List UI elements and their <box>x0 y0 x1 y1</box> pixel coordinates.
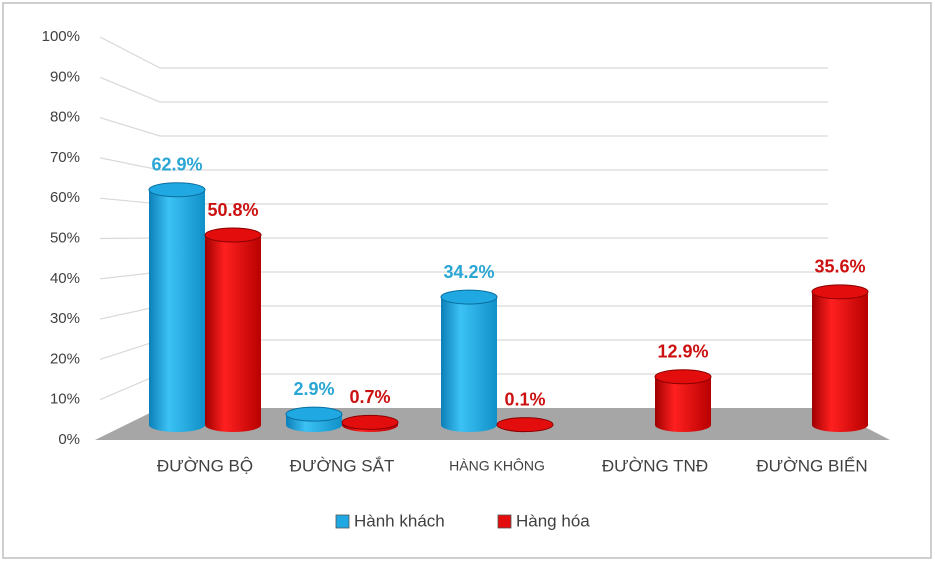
y-tick-label: 40% <box>50 270 80 287</box>
y-tick-label: 90% <box>50 68 80 85</box>
bar-top <box>654 369 712 385</box>
x-tick-label: HÀNG KHÔNG <box>449 458 545 474</box>
data-label: 62.9% <box>151 155 202 175</box>
bar-top <box>285 406 343 422</box>
bar-body <box>205 235 261 425</box>
x-tick-label: ĐƯỜNG TNĐ <box>602 456 708 475</box>
grid-line <box>99 157 828 171</box>
data-label: 50.8% <box>207 200 258 220</box>
data-label: 0.7% <box>349 387 390 407</box>
y-tick-label: 100% <box>42 28 80 45</box>
bar <box>440 289 498 432</box>
grid-line <box>99 117 828 137</box>
bar-body <box>441 297 497 425</box>
bar <box>341 414 399 432</box>
bar <box>654 369 712 432</box>
x-tick-label: ĐƯỜNG BỘ <box>157 456 253 475</box>
bar-top <box>440 289 498 305</box>
bar <box>148 182 206 432</box>
legend-label: Hành khách <box>354 511 445 530</box>
grid-line <box>99 36 828 69</box>
y-tick-label: 80% <box>50 109 80 126</box>
y-tick-label: 70% <box>50 149 80 166</box>
y-tick-label: 10% <box>50 391 80 408</box>
bar <box>496 417 554 433</box>
bar-top <box>204 227 262 243</box>
bar-top <box>341 414 399 430</box>
bar-top <box>811 284 869 300</box>
y-tick-label: 20% <box>50 350 80 367</box>
bar <box>285 406 343 432</box>
data-label: 2.9% <box>293 379 334 399</box>
y-tick-label: 60% <box>50 189 80 206</box>
legend-swatch <box>497 514 512 529</box>
bar-body <box>655 376 711 425</box>
bar-body <box>812 291 868 425</box>
bar <box>811 284 869 432</box>
grid-line <box>99 76 828 103</box>
legend-swatch <box>335 514 350 529</box>
data-label: 12.9% <box>657 342 708 362</box>
y-tick-label: 30% <box>50 310 80 327</box>
y-tick-label: 0% <box>58 431 80 448</box>
data-label: 35.6% <box>814 257 865 277</box>
x-tick-label: ĐƯỜNG BIỂN <box>756 456 867 475</box>
legend-label: Hàng hóa <box>516 511 590 530</box>
bar-body <box>149 189 205 425</box>
y-tick-label: 50% <box>50 229 80 246</box>
data-label: 34.2% <box>443 262 494 282</box>
x-tick-label: ĐƯỜNG SẮT <box>290 456 395 475</box>
data-label: 0.1% <box>504 389 545 409</box>
bar <box>204 227 262 432</box>
bar-top <box>496 417 554 433</box>
bar-top <box>148 182 206 198</box>
